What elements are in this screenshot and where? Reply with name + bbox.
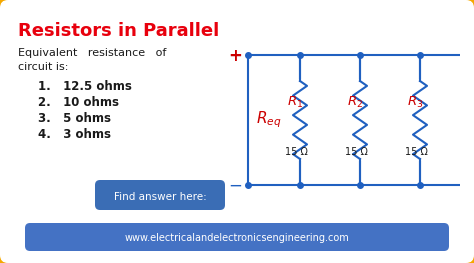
FancyBboxPatch shape <box>288 79 312 161</box>
Text: $R_1$: $R_1$ <box>287 94 303 110</box>
Text: 2.   10 ohms: 2. 10 ohms <box>38 96 119 109</box>
Text: 15 Ω: 15 Ω <box>405 147 428 157</box>
Text: circuit is:: circuit is: <box>18 62 68 72</box>
Text: 15 Ω: 15 Ω <box>345 147 367 157</box>
Text: 15 Ω: 15 Ω <box>284 147 308 157</box>
FancyBboxPatch shape <box>348 79 372 161</box>
Text: 1.   12.5 ohms: 1. 12.5 ohms <box>38 80 132 93</box>
FancyBboxPatch shape <box>408 79 432 161</box>
Text: Find answer here:: Find answer here: <box>114 192 206 202</box>
Text: $R_{eq}$: $R_{eq}$ <box>256 110 282 130</box>
Text: Resistors in Parallel: Resistors in Parallel <box>18 22 219 40</box>
FancyBboxPatch shape <box>95 180 225 210</box>
Text: www.electricalandelectronicsengineering.com: www.electricalandelectronicsengineering.… <box>125 233 349 243</box>
FancyBboxPatch shape <box>25 223 449 251</box>
Text: −: − <box>228 177 242 195</box>
Text: Equivalent   resistance   of: Equivalent resistance of <box>18 48 166 58</box>
Text: 4.   3 ohms: 4. 3 ohms <box>38 128 111 141</box>
Text: $R_2$: $R_2$ <box>347 94 363 110</box>
Text: +: + <box>228 47 242 65</box>
Text: $R_3$: $R_3$ <box>407 94 423 110</box>
Text: 3.   5 ohms: 3. 5 ohms <box>38 112 111 125</box>
